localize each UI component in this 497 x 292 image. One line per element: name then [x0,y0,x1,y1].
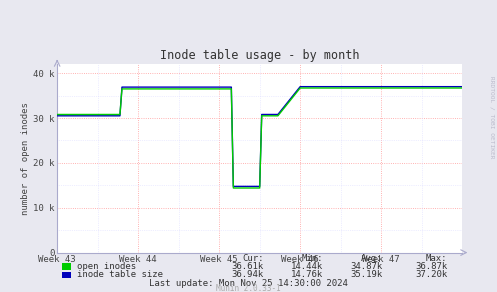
Text: 14.44k: 14.44k [291,262,323,271]
Y-axis label: number of open inodes: number of open inodes [21,102,30,215]
Text: Min:: Min: [302,254,323,263]
Title: Inode table usage - by month: Inode table usage - by month [160,49,359,62]
Text: Cur:: Cur: [242,254,263,263]
Text: 36.87k: 36.87k [415,262,447,271]
Text: Munin 2.0.33-1: Munin 2.0.33-1 [216,284,281,292]
Text: open inodes: open inodes [77,262,136,271]
Text: inode table size: inode table size [77,270,163,279]
Text: 14.76k: 14.76k [291,270,323,279]
Text: Last update: Mon Nov 25 14:30:00 2024: Last update: Mon Nov 25 14:30:00 2024 [149,279,348,288]
Text: 34.87k: 34.87k [350,262,383,271]
Text: 35.19k: 35.19k [350,270,383,279]
Text: 37.20k: 37.20k [415,270,447,279]
Text: Max:: Max: [426,254,447,263]
Text: 36.61k: 36.61k [231,262,263,271]
Text: 36.94k: 36.94k [231,270,263,279]
Text: Avg:: Avg: [361,254,383,263]
Text: RRDTOOL / TOBI OETIKER: RRDTOOL / TOBI OETIKER [490,76,495,158]
